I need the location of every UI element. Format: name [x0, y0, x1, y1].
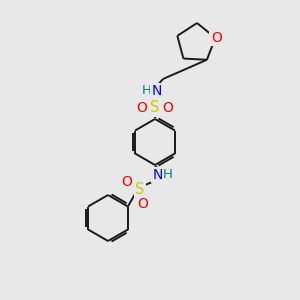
- Text: H: H: [163, 169, 173, 182]
- Text: S: S: [135, 182, 145, 197]
- Text: N: N: [153, 168, 163, 182]
- Text: O: O: [136, 101, 147, 115]
- Text: N: N: [152, 84, 162, 98]
- Text: H: H: [142, 85, 152, 98]
- Text: O: O: [163, 101, 173, 115]
- Text: S: S: [150, 100, 160, 116]
- Text: O: O: [211, 31, 222, 45]
- Text: O: O: [138, 197, 148, 211]
- Text: O: O: [122, 175, 132, 189]
